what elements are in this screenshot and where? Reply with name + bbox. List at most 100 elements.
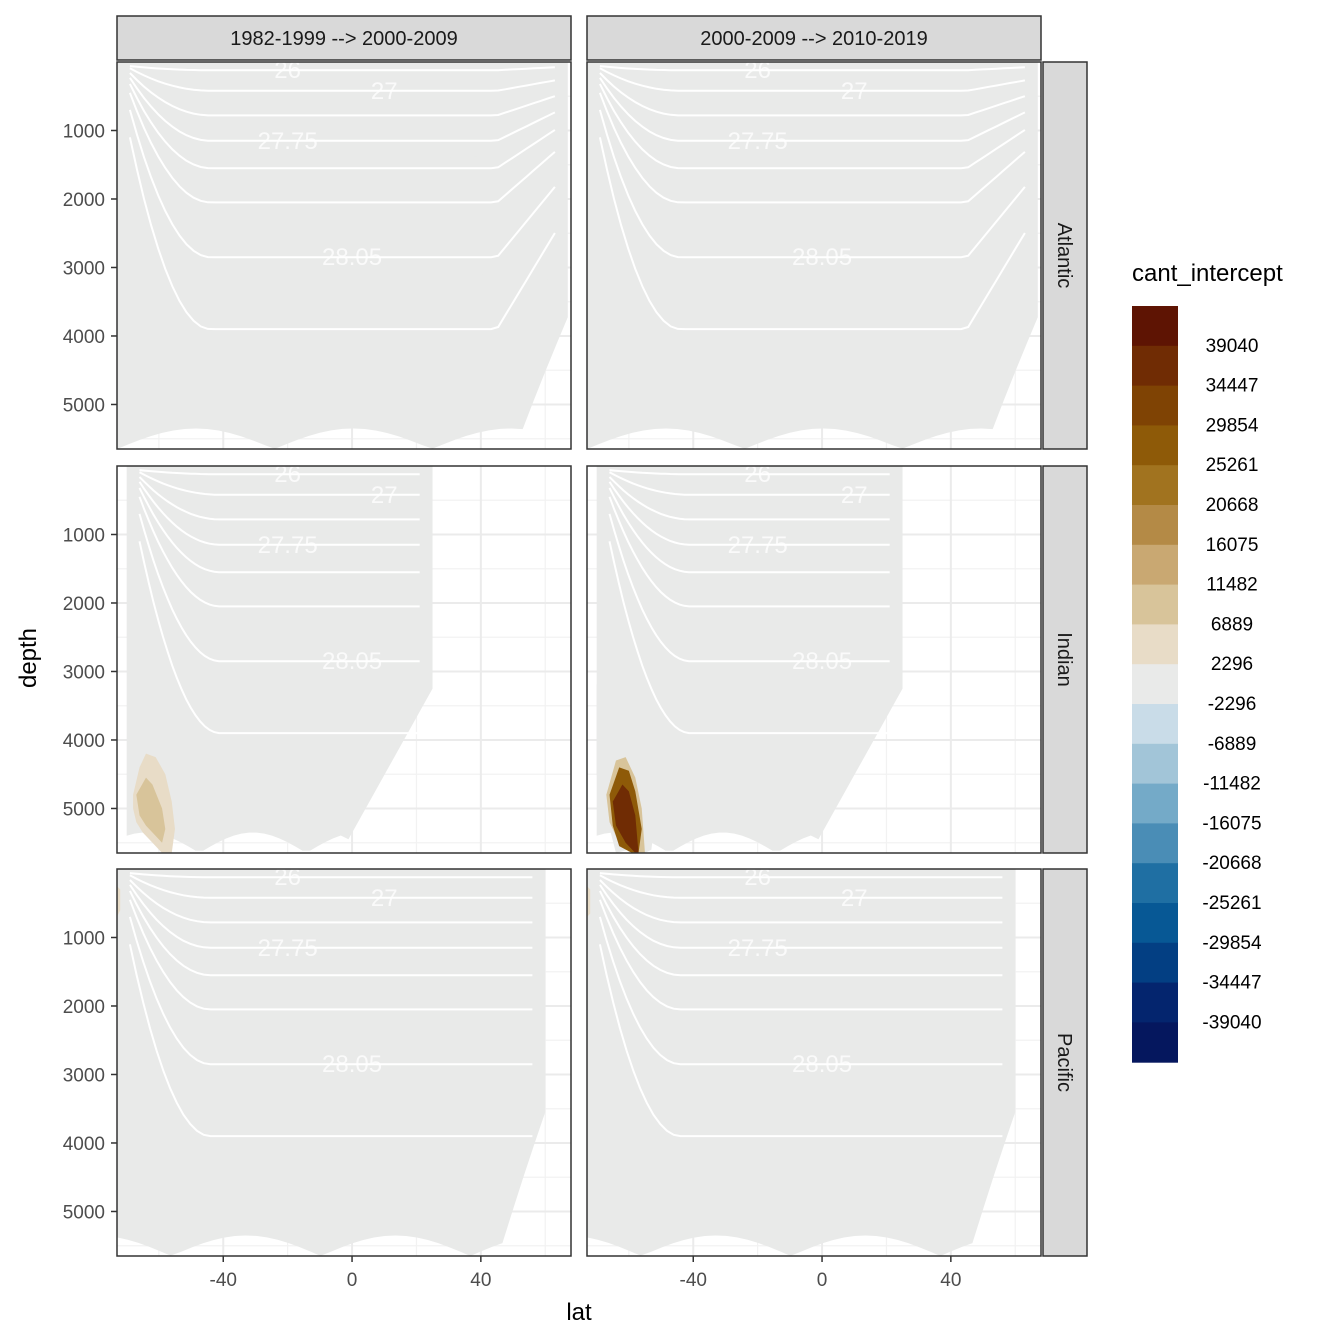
- isopycnal-label: 26: [274, 864, 301, 891]
- legend-label: 16075: [1206, 535, 1259, 556]
- legend-color-swatch: [1132, 743, 1178, 785]
- isopycnal-line: [599, 77, 1026, 142]
- y-tick-label: 1000: [63, 525, 105, 546]
- legend-label: 20668: [1206, 495, 1259, 516]
- legend-label: -20668: [1202, 853, 1261, 874]
- legend-color-swatch: [1132, 783, 1178, 824]
- y-tick-label: 5000: [63, 1202, 105, 1223]
- y-tick-label: 3000: [63, 662, 105, 683]
- column-strip: [586, 15, 1042, 61]
- row-strip: [1042, 868, 1088, 1257]
- isopycnal-label: 26: [274, 461, 301, 488]
- anomaly-region-3: [117, 886, 121, 917]
- legend-label: 2296: [1211, 654, 1253, 675]
- isopycnal-label: 26: [744, 461, 771, 488]
- anomaly-region-8: [587, 1095, 623, 1243]
- legend-label: -25261: [1202, 893, 1261, 914]
- x-tick-label: 0: [347, 1270, 358, 1291]
- isopycnal-line: [598, 109, 1026, 259]
- anomaly-region-2: [136, 777, 166, 843]
- isopycnal-label: 27: [841, 482, 868, 509]
- legend-color-swatch: [1132, 624, 1178, 665]
- isopycnal-label: 28.05: [792, 648, 852, 675]
- panel-border: [586, 465, 1042, 854]
- legend-color-swatch: [1132, 584, 1178, 625]
- isopycnal-line: [598, 137, 1026, 331]
- panel-border: [116, 61, 572, 450]
- panel-border: [586, 61, 1042, 450]
- anomaly-region-9: [587, 886, 591, 917]
- legend-label: 39040: [1206, 336, 1259, 357]
- isopycnal-label: 28.05: [322, 648, 382, 675]
- legend-color-swatch: [1132, 385, 1178, 426]
- row-strip: [1042, 61, 1088, 450]
- legend-label: -11482: [1203, 774, 1261, 795]
- legend-color-swatch: [1132, 465, 1178, 506]
- facet-strips: 1982-1999 --> 2000-2009 2000-2009 --> 201…: [116, 15, 1088, 1257]
- panel-pacific-2: 26 27 27.75 28.05: [586, 868, 1042, 1257]
- panel-pacific-1: 26 27 27.75 28.05: [116, 864, 572, 1257]
- legend: cant_intercept 39040 34447 29854 25261 20668…: [1132, 260, 1283, 1063]
- isopycnal-line: [138, 487, 420, 574]
- isopycnal-label: 27.75: [258, 935, 318, 962]
- isopycnal-label: 27.75: [258, 532, 318, 559]
- legend-label: -39040: [1202, 1012, 1261, 1033]
- isopycnal-line: [139, 471, 420, 496]
- isopycnal-line: [608, 476, 890, 521]
- ocean-section-fill: [117, 869, 546, 1256]
- y-tick-label: 4000: [63, 731, 105, 752]
- isopycnal-line: [129, 77, 556, 142]
- y-tick-label: 1000: [63, 928, 105, 949]
- isopycnal-line: [128, 137, 556, 331]
- isopycnal-line: [138, 496, 420, 608]
- isopycnal-label: 28.05: [322, 244, 382, 271]
- isopycnal-line: [599, 72, 1026, 117]
- legend-color-swatch: [1132, 664, 1178, 705]
- legend-title: cant_intercept: [1132, 260, 1283, 287]
- isopycnal-line: [599, 890, 1003, 977]
- isopycnal-line: [138, 513, 420, 663]
- isopycnal-line: [128, 944, 533, 1138]
- isopycnal-line: [128, 916, 533, 1066]
- y-tick-label: 4000: [63, 1134, 105, 1155]
- isopycnal-line: [129, 72, 556, 117]
- isopycnal-line: [608, 496, 890, 608]
- isopycnal-line: [129, 890, 533, 977]
- legend-label: -29854: [1202, 933, 1262, 954]
- ocean-section-fill: [126, 466, 433, 851]
- isopycnal-line: [129, 879, 533, 924]
- y-axis-title: depth: [15, 628, 42, 688]
- y-tick-label: 3000: [63, 1065, 105, 1086]
- isopycnal-line: [609, 471, 890, 496]
- column-strip: [116, 15, 572, 61]
- legend-color-swatch: [1132, 903, 1178, 944]
- y-tick-label: 5000: [63, 395, 105, 416]
- isopycnal-line: [129, 83, 556, 170]
- x-axis-title: lat: [566, 1299, 592, 1326]
- facet-panels: 26 27 27.75 28.05 26 27 27.75 28.05 26 27 27.75 28.…: [116, 61, 1042, 1257]
- row-strip-label: Indian: [1053, 632, 1075, 687]
- legend-color-swatch: [1132, 1022, 1178, 1063]
- isopycnal-label: 27: [371, 482, 398, 509]
- legend-label: 6889: [1211, 614, 1253, 635]
- isopycnal-line: [129, 884, 533, 949]
- isopycnal-line: [129, 874, 533, 899]
- legend-color-swatch: [1132, 863, 1178, 904]
- isopycnal-line: [608, 513, 890, 663]
- legend-label: -2296: [1208, 694, 1257, 715]
- legend-color-swatch: [1132, 544, 1178, 586]
- isopycnal-line: [598, 944, 1003, 1138]
- legend-color-swatch: [1132, 425, 1178, 466]
- column-strip-label: 1982-1999 --> 2000-2009: [230, 28, 457, 50]
- isopycnal-line: [138, 481, 420, 546]
- axes: 1000200030004000500010002000300040005000…: [63, 121, 962, 1291]
- isopycnal-line: [608, 487, 890, 574]
- isopycnal-line: [128, 92, 556, 204]
- isopycnal-label: 27.75: [258, 128, 318, 155]
- isopycnal-line: [609, 469, 890, 476]
- row-strip-label: Pacific: [1053, 1033, 1075, 1092]
- isopycnal-line: [599, 884, 1003, 949]
- panel-border: [116, 868, 572, 1257]
- legend-label: 11482: [1206, 575, 1257, 596]
- legend-label: -34447: [1202, 973, 1261, 994]
